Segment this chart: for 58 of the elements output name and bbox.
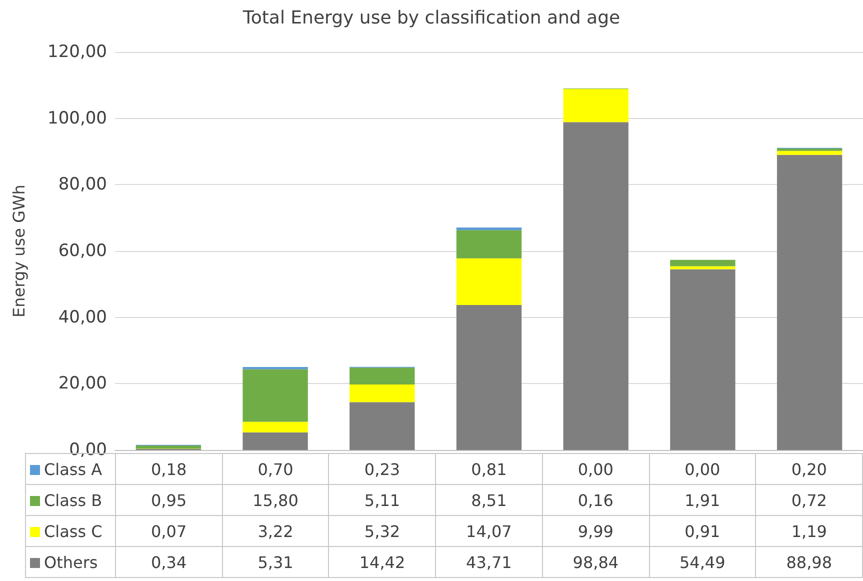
y-axis-title: Energy use GWh bbox=[10, 184, 28, 318]
data-label: 0,91 bbox=[649, 516, 756, 546]
data-label: 1,91 bbox=[649, 484, 756, 516]
data-label: 15,80 bbox=[222, 484, 329, 516]
bar bbox=[242, 432, 308, 450]
data-label: 0,34 bbox=[115, 546, 222, 578]
data-label: 5,31 bbox=[222, 546, 329, 578]
bar bbox=[456, 305, 522, 450]
data-label: 0,23 bbox=[328, 454, 436, 484]
bar bbox=[136, 445, 202, 449]
data-label: 1,19 bbox=[756, 516, 862, 546]
bar bbox=[563, 122, 628, 450]
bar bbox=[670, 266, 736, 270]
data-label: 0,81 bbox=[436, 454, 542, 484]
data-label: 0,16 bbox=[542, 484, 650, 516]
y-tick-label: 120,00 bbox=[48, 42, 107, 62]
data-label: 3,22 bbox=[222, 516, 329, 546]
data-label: 0,00 bbox=[542, 454, 650, 484]
bar bbox=[456, 258, 522, 306]
bar bbox=[350, 384, 415, 402]
bar bbox=[456, 230, 522, 258]
bar bbox=[670, 260, 736, 266]
legend-label: Class B bbox=[26, 484, 116, 516]
bar bbox=[350, 402, 415, 450]
chart-title: Total Energy use by classification and age bbox=[242, 8, 620, 28]
y-tick-label: 80,00 bbox=[58, 174, 107, 195]
data-label: 14,07 bbox=[436, 516, 542, 546]
bar bbox=[242, 422, 308, 432]
data-label: 88,98 bbox=[756, 546, 862, 578]
data-label: 0,18 bbox=[115, 454, 222, 484]
y-tick-label: 40,00 bbox=[58, 307, 107, 328]
data-label: 5,11 bbox=[328, 484, 436, 516]
data-label: 0,07 bbox=[115, 516, 222, 546]
y-tick-label: 60,00 bbox=[58, 241, 107, 261]
bar bbox=[563, 89, 628, 122]
data-label: 0,95 bbox=[115, 484, 222, 516]
data-label: 8,51 bbox=[436, 484, 542, 516]
data-label: 5,32 bbox=[328, 516, 436, 546]
data-label: 98,84 bbox=[542, 546, 650, 578]
legend-label: Others bbox=[26, 546, 116, 578]
bar bbox=[776, 154, 842, 450]
bar bbox=[242, 369, 308, 422]
data-label: 0,00 bbox=[649, 454, 756, 484]
y-tick-label: 100,00 bbox=[48, 108, 107, 128]
bar bbox=[242, 366, 308, 370]
data-label: 0,70 bbox=[222, 454, 329, 484]
data-label: 54,49 bbox=[649, 546, 756, 578]
bar bbox=[670, 269, 736, 450]
bar bbox=[350, 368, 415, 385]
legend-label: Class C bbox=[26, 516, 116, 546]
data-label: 0,72 bbox=[756, 484, 862, 516]
data-label: 0,20 bbox=[756, 454, 862, 484]
data-label: 14,42 bbox=[328, 546, 436, 578]
y-tick-label: 20,00 bbox=[58, 374, 107, 394]
data-label: 9,99 bbox=[542, 516, 650, 546]
bar bbox=[776, 150, 842, 155]
data-label: 43,71 bbox=[436, 546, 542, 578]
bar bbox=[456, 227, 522, 230]
